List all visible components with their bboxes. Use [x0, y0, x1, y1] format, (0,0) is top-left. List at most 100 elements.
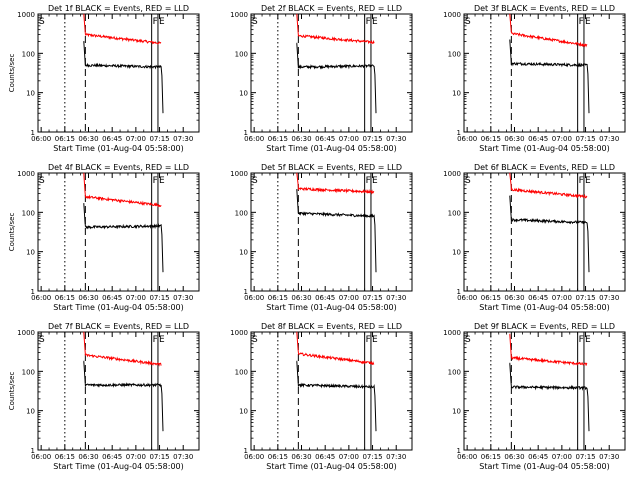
- chart-panel-1: Det 1f BLACK = Events, RED = LLD 1 10 100 10…: [8, 4, 200, 153]
- chart-title: Det 7f BLACK = Events, RED = LLD: [48, 322, 189, 331]
- y-tick-label: 100: [235, 50, 248, 58]
- y-axis-label: Counts/sec: [8, 372, 16, 411]
- marker-label-s: S: [252, 335, 258, 345]
- x-tick-label: 07:00: [126, 135, 146, 143]
- lld-series-line: [83, 172, 162, 208]
- x-tick-label: 07:30: [599, 453, 619, 461]
- marker-label-s: S: [39, 176, 45, 186]
- y-tick-label: 1000: [230, 170, 248, 178]
- y-axis-label: Counts/sec: [8, 54, 16, 93]
- x-tick-label: 07:00: [339, 135, 359, 143]
- x-tick-label: 07:15: [575, 453, 595, 461]
- y-axis-label: Counts/sec: [8, 213, 16, 252]
- x-tick-label: 06:30: [291, 135, 311, 143]
- lld-series-line: [296, 172, 375, 195]
- x-tick-label: 06:00: [31, 135, 51, 143]
- chart-panel-6: Det 6f BLACK = Events, RED = LLD 1 10 100 10…: [443, 163, 626, 312]
- y-tick-label: 10: [452, 90, 461, 98]
- y-tick-label: 1: [31, 288, 35, 296]
- marker-label-s: S: [465, 17, 471, 27]
- x-tick-label: 06:45: [315, 135, 335, 143]
- marker-label-f: F: [579, 335, 584, 345]
- x-tick-label: 07:00: [552, 453, 572, 461]
- y-tick-label: 1: [244, 129, 248, 137]
- events-series-line: [83, 360, 164, 432]
- marker-label-e: E: [159, 176, 165, 186]
- lld-series-line: [509, 13, 588, 48]
- lld-series-line: [296, 331, 375, 365]
- events-series-line: [509, 39, 590, 114]
- x-tick-label: 06:30: [291, 453, 311, 461]
- x-tick-label: 06:00: [31, 453, 51, 461]
- marker-label-e: E: [585, 176, 591, 186]
- x-tick-label: 06:00: [244, 135, 264, 143]
- x-tick-label: 07:30: [173, 453, 193, 461]
- x-axis-label: Start Time (01-Aug-04 05:58:00): [266, 462, 397, 471]
- chart-title: Det 9f BLACK = Events, RED = LLD: [474, 322, 615, 331]
- x-tick-label: 07:15: [362, 453, 382, 461]
- x-tick-label: 06:00: [31, 294, 51, 302]
- y-tick-label: 1000: [230, 329, 248, 337]
- events-series-line: [296, 42, 377, 114]
- x-tick-label: 07:30: [386, 294, 406, 302]
- x-tick-label: 06:15: [481, 135, 501, 143]
- marker-label-e: E: [372, 17, 378, 27]
- x-tick-label: 07:15: [575, 294, 595, 302]
- lld-series-line: [509, 172, 588, 199]
- y-tick-label: 1: [244, 288, 248, 296]
- plot-frame: [37, 172, 200, 292]
- events-series-line: [83, 203, 164, 273]
- y-tick-label: 10: [239, 90, 248, 98]
- y-tick-label: 10: [239, 249, 248, 257]
- marker-label-e: E: [159, 17, 165, 27]
- plot-frame: [37, 13, 200, 133]
- plot-frame: [37, 331, 200, 451]
- x-tick-label: 07:00: [552, 294, 572, 302]
- marker-label-f: F: [153, 176, 158, 186]
- y-tick-label: 1: [457, 129, 461, 137]
- chart-title: Det 8f BLACK = Events, RED = LLD: [261, 322, 402, 331]
- x-tick-label: 06:15: [481, 294, 501, 302]
- marker-label-f: F: [366, 17, 371, 27]
- y-tick-label: 10: [452, 249, 461, 257]
- lld-series-line: [296, 13, 375, 45]
- x-axis-label: Start Time (01-Aug-04 05:58:00): [53, 144, 184, 153]
- x-tick-label: 06:15: [55, 453, 75, 461]
- y-tick-label: 10: [452, 408, 461, 416]
- marker-label-s: S: [465, 335, 471, 345]
- x-axis-label: Start Time (01-Aug-04 05:58:00): [479, 462, 610, 471]
- x-tick-label: 07:30: [386, 453, 406, 461]
- chart-title: Det 5f BLACK = Events, RED = LLD: [261, 163, 402, 172]
- lld-series-line: [83, 13, 162, 45]
- marker-label-f: F: [579, 17, 584, 27]
- x-tick-label: 07:00: [126, 294, 146, 302]
- events-series-line: [509, 195, 590, 273]
- chart-title: Det 2f BLACK = Events, RED = LLD: [261, 4, 402, 13]
- x-tick-label: 06:15: [481, 453, 501, 461]
- y-tick-label: 1000: [17, 329, 35, 337]
- marker-label-s: S: [39, 335, 45, 345]
- chart-panel-3: Det 3f BLACK = Events, RED = LLD 1 10 100 10…: [443, 4, 626, 153]
- x-axis-label: Start Time (01-Aug-04 05:58:00): [266, 303, 397, 312]
- chart-title: Det 4f BLACK = Events, RED = LLD: [48, 163, 189, 172]
- x-tick-label: 07:00: [339, 453, 359, 461]
- x-tick-label: 07:30: [386, 135, 406, 143]
- x-tick-label: 06:00: [457, 453, 477, 461]
- events-series-line: [83, 41, 164, 114]
- y-tick-label: 1: [457, 447, 461, 455]
- y-tick-label: 100: [448, 209, 461, 217]
- x-tick-label: 07:30: [173, 294, 193, 302]
- x-tick-label: 06:45: [102, 135, 122, 143]
- plot-frame: [250, 13, 413, 133]
- y-tick-label: 10: [26, 249, 35, 257]
- x-axis-label: Start Time (01-Aug-04 05:58:00): [53, 462, 184, 471]
- y-tick-label: 10: [26, 90, 35, 98]
- x-tick-label: 07:15: [362, 294, 382, 302]
- y-tick-label: 100: [235, 209, 248, 217]
- y-tick-label: 10: [239, 408, 248, 416]
- marker-label-s: S: [252, 17, 258, 27]
- y-tick-label: 1: [31, 447, 35, 455]
- x-tick-label: 06:45: [528, 453, 548, 461]
- y-tick-label: 100: [448, 50, 461, 58]
- y-tick-label: 1: [244, 447, 248, 455]
